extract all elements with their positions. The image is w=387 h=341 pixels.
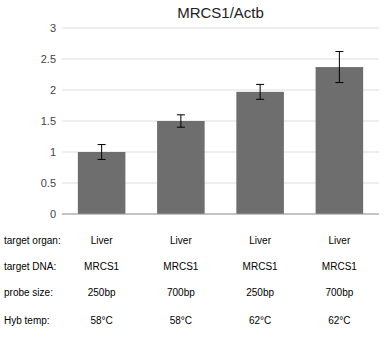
grid-line <box>62 59 379 60</box>
error-bar-cap <box>177 114 185 115</box>
table-cell: 58°C <box>90 315 112 326</box>
table-cell: Liver <box>170 235 192 246</box>
error-bar-stem <box>180 115 181 127</box>
bar <box>236 92 284 214</box>
error-bar-cap <box>98 144 106 145</box>
error-bar-cap <box>256 99 264 100</box>
y-tick-label: 1 <box>50 146 56 158</box>
y-tick-label: 0.5 <box>41 177 56 189</box>
grid <box>62 28 379 214</box>
table-cell: Liver <box>249 235 271 246</box>
grid-line <box>62 28 379 29</box>
table-cell: MRCS1 <box>243 261 278 272</box>
bar <box>316 67 364 214</box>
error-bar-stem <box>260 84 261 99</box>
error-bar-cap <box>177 127 185 128</box>
table-cell: MRCS1 <box>322 261 357 272</box>
table-cell: Liver <box>329 235 351 246</box>
error-bar-stem <box>101 145 102 160</box>
error-bar-cap <box>335 51 343 52</box>
y-tick-label: 2.5 <box>41 53 56 65</box>
error-bar-cap <box>256 84 264 85</box>
error-bar-stem <box>339 52 340 83</box>
label-table: target organ: target DNA: probe size: Hyb t… <box>4 235 357 326</box>
error-bar <box>177 115 185 127</box>
title: MRCS1/Actb <box>177 4 264 21</box>
table-cell: 62°C <box>249 315 271 326</box>
table-cell: 700bp <box>167 287 195 298</box>
chart: MRCS1/Actb00.511.522.53target organ:targ… <box>0 0 387 341</box>
y-tick-label: 1.5 <box>41 115 56 127</box>
grid-line <box>62 214 379 215</box>
error-bar <box>98 145 106 160</box>
y-tick-label: 3 <box>50 22 56 34</box>
error-bar <box>256 84 264 99</box>
error-bar-cap <box>335 82 343 83</box>
table-cell: MRCS1 <box>163 261 198 272</box>
y-tick-label: 0 <box>50 208 56 220</box>
table-cell: 58°C <box>170 315 192 326</box>
table-row-label: probe size: <box>4 287 53 298</box>
bar <box>78 152 126 214</box>
y-tick-label: 2 <box>50 84 56 96</box>
bars <box>78 52 363 214</box>
table-cell: 250bp <box>88 287 116 298</box>
error-bar <box>335 52 343 83</box>
table-cell: 700bp <box>325 287 353 298</box>
table-cell: 62°C <box>328 315 350 326</box>
table-row-label: Hyb temp: <box>4 315 50 326</box>
table-row-label: target organ: <box>4 235 61 246</box>
table-cell: 250bp <box>246 287 274 298</box>
bar <box>157 121 205 214</box>
table-row-label: target DNA: <box>4 261 56 272</box>
table-cell: Liver <box>91 235 113 246</box>
table-cell: MRCS1 <box>84 261 119 272</box>
x-axis-line <box>62 214 379 215</box>
error-bar-cap <box>98 159 106 160</box>
